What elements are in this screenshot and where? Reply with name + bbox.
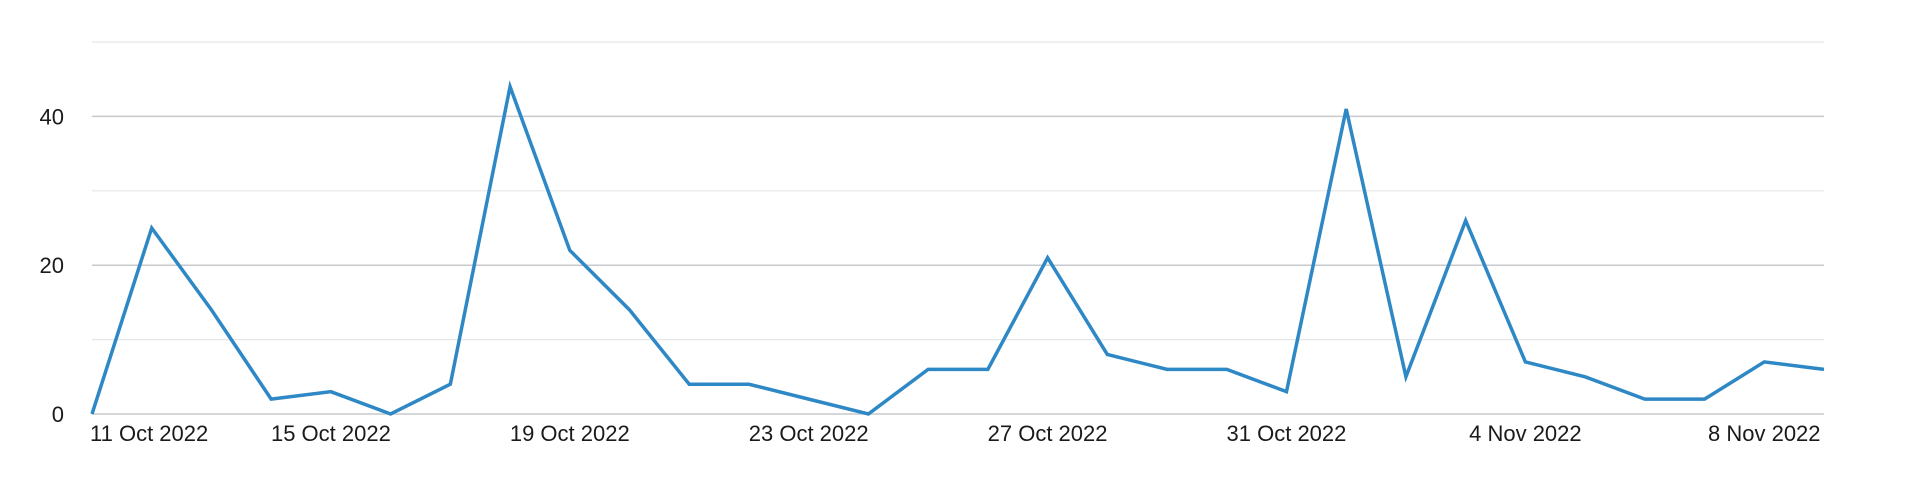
y-axis-ticks: 0 20 40 — [40, 104, 64, 427]
x-tick-label: 8 Nov 2022 — [1708, 421, 1821, 446]
series-line-0 — [90, 80, 1825, 416]
x-tick-label: 11 Oct 2022 — [90, 421, 208, 446]
y-tick-label: 40 — [40, 104, 64, 129]
x-axis-ticks: 11 Oct 2022 15 Oct 2022 19 Oct 2022 23 Oct … — [90, 421, 1821, 446]
gridlines — [92, 41, 1824, 415]
x-tick-label: 23 Oct 2022 — [749, 421, 869, 446]
x-tick-label: 4 Nov 2022 — [1469, 421, 1582, 446]
y-tick-label: 0 — [52, 402, 64, 427]
series-group — [90, 80, 1825, 416]
x-tick-label: 31 Oct 2022 — [1227, 421, 1347, 446]
x-tick-label: 27 Oct 2022 — [988, 421, 1108, 446]
x-tick-label: 15 Oct 2022 — [271, 421, 391, 446]
x-tick-label: 19 Oct 2022 — [510, 421, 630, 446]
y-tick-label: 20 — [40, 253, 64, 278]
